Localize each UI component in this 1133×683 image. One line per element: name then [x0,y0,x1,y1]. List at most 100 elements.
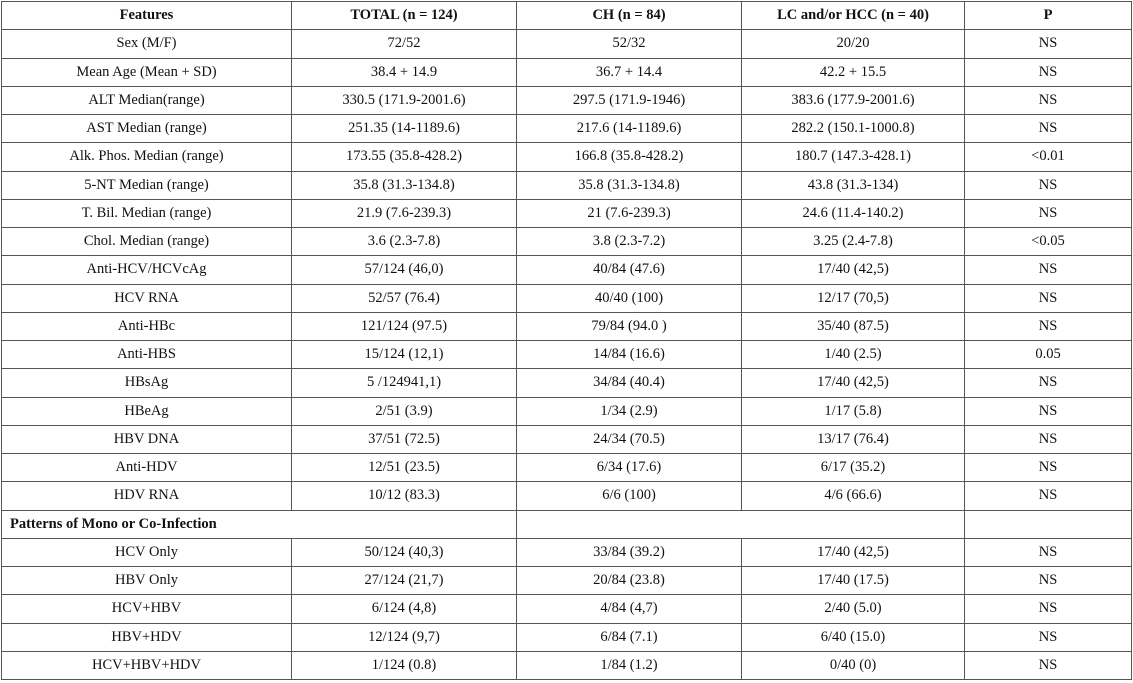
table-cell: 43.8 (31.3-134) [741,170,965,200]
table-cell: 166.8 (35.8-428.2) [516,142,742,172]
table-cell: NS [964,113,1132,144]
table-cell: NS [964,537,1132,568]
table-cell: Anti-HDV [1,452,292,483]
table-cell: 3.25 (2.4-7.8) [741,226,965,257]
table-cell: NS [964,255,1132,285]
table-cell: 21.9 (7.6-239.3) [291,198,517,229]
table-cell: 42.2 + 15.5 [741,57,965,87]
table-cell: NS [964,368,1132,398]
table-row: ALT Median(range) 330.5 (171.9-2001.6) 297… [1,85,1132,116]
table-cell: 35.8 (31.3-134.8) [516,170,742,200]
table-cell: NS [964,29,1132,59]
table-cell: NS [964,452,1132,483]
table-cell: NS [964,85,1132,116]
table-cell: 0/40 (0) [741,650,965,681]
table-cell: 6/40 (15.0) [741,622,965,652]
table-cell: 17/40 (42,5) [741,537,965,568]
table-row: HDV RNA 10/12 (83.3) 6/6 (100) 4/6 (66.6) NS [1,481,1132,511]
table-cell: Chol. Median (range) [1,226,292,257]
table-cell: 36.7 + 14.4 [516,57,742,87]
table-cell: HBeAg [1,396,292,426]
table-row: HBsAg 5 /124941,1) 34/84 (40.4) 17/40 (42,5… [1,368,1132,398]
table-cell: NS [964,424,1132,455]
table-row: 5-NT Median (range) 35.8 (31.3-134.8) 35.8… [1,170,1132,200]
section-row: Patterns of Mono or Co-Infection [1,509,1132,539]
table-cell: NS [964,594,1132,624]
table-cell: 52/32 [516,29,742,59]
table-cell: 217.6 (14-1189.6) [516,113,742,144]
table-row: AST Median (range) 251.35 (14-1189.6) 217.… [1,113,1132,144]
table-cell: HCV Only [1,537,292,568]
table-cell: 330.5 (171.9-2001.6) [291,85,517,116]
header-cell: TOTAL (n = 124) [291,0,517,31]
table-cell: 79/84 (94.0 ) [516,311,742,342]
table-cell: 2/40 (5.0) [741,594,965,624]
table-cell: 21 (7.6-239.3) [516,198,742,229]
table-cell: 37/51 (72.5) [291,424,517,455]
table-cell: 52/57 (76.4) [291,283,517,313]
table-cell: NS [964,622,1132,652]
table-cell: 34/84 (40.4) [516,368,742,398]
table-cell: NS [964,57,1132,87]
table-row: Anti-HBc 121/124 (97.5) 79/84 (94.0 ) 35/40… [1,311,1132,342]
table-cell: Alk. Phos. Median (range) [1,142,292,172]
table-cell: 282.2 (150.1-1000.8) [741,113,965,144]
table-cell: 5 /124941,1) [291,368,517,398]
table-cell: 1/84 (1.2) [516,650,742,681]
table-cell: 40/40 (100) [516,283,742,313]
table-cell: 173.55 (35.8-428.2) [291,142,517,172]
table-cell: 17/40 (42,5) [741,255,965,285]
table-cell: 180.7 (147.3-428.1) [741,142,965,172]
table-row: HCV RNA 52/57 (76.4) 40/40 (100) 12/17 (70,… [1,283,1132,313]
table-cell: 121/124 (97.5) [291,311,517,342]
table-cell: 17/40 (17.5) [741,565,965,596]
table-cell: 3.8 (2.3-7.2) [516,226,742,257]
table-cell: NS [964,396,1132,426]
table-cell: NS [964,650,1132,681]
table-row: Anti-HBS 15/124 (12,1) 14/84 (16.6) 1/40 (2… [1,339,1132,370]
table-cell: 72/52 [291,29,517,59]
table-cell: 24/34 (70.5) [516,424,742,455]
table-cell: 251.35 (14-1189.6) [291,113,517,144]
table-cell: HCV+HBV+HDV [1,650,292,681]
table-cell: Mean Age (Mean + SD) [1,57,292,87]
table-row: Mean Age (Mean + SD) 38.4 + 14.9 36.7 + 14… [1,57,1132,87]
table-cell: 50/124 (40,3) [291,537,517,568]
table-cell: T. Bil. Median (range) [1,198,292,229]
table-row: Anti-HDV 12/51 (23.5) 6/34 (17.6) 6/17 (35.… [1,452,1132,483]
table-row: Anti-HCV/HCVcAg 57/124 (46,0) 40/84 (47.6)… [1,255,1132,285]
table-cell: 24.6 (11.4-140.2) [741,198,965,229]
table-cell: 6/6 (100) [516,481,742,511]
table-cell: 4/6 (66.6) [741,481,965,511]
table-cell: 297.5 (171.9-1946) [516,85,742,116]
table-cell: 1/34 (2.9) [516,396,742,426]
table-cell: 12/51 (23.5) [291,452,517,483]
table-cell: HBsAg [1,368,292,398]
header-cell: LC and/or HCC (n = 40) [741,0,965,31]
table-cell: 10/12 (83.3) [291,481,517,511]
table-cell: 27/124 (21,7) [291,565,517,596]
header-row: Features TOTAL (n = 124) CH (n = 84) LC and… [1,0,1132,31]
section-title: Patterns of Mono or Co-Infection [1,509,517,539]
header-cell: CH (n = 84) [516,0,742,31]
table-cell: HDV RNA [1,481,292,511]
table-cell: Anti-HBS [1,339,292,370]
table-cell: 6/84 (7.1) [516,622,742,652]
header-cell: P [964,0,1132,31]
table-cell: Anti-HCV/HCVcAg [1,255,292,285]
table-cell: 33/84 (39.2) [516,537,742,568]
table-row: HCV Only 50/124 (40,3) 33/84 (39.2) 17/40 (… [1,537,1132,568]
table-row: Chol. Median (range) 3.6 (2.3-7.8) 3.8 (2.… [1,226,1132,257]
table-cell: NS [964,481,1132,511]
table-row: HBV+HDV 12/124 (9,7) 6/84 (7.1) 6/40 (15.0)… [1,622,1132,652]
empty-cell [516,509,965,539]
table-cell: 17/40 (42,5) [741,368,965,398]
table-cell: Anti-HBc [1,311,292,342]
table-cell: 2/51 (3.9) [291,396,517,426]
table-row: HBV DNA 37/51 (72.5) 24/34 (70.5) 13/17 (76… [1,424,1132,455]
empty-cell [964,509,1132,539]
table-cell: Sex (M/F) [1,29,292,59]
table-cell: 40/84 (47.6) [516,255,742,285]
table-cell: 0.05 [964,339,1132,370]
